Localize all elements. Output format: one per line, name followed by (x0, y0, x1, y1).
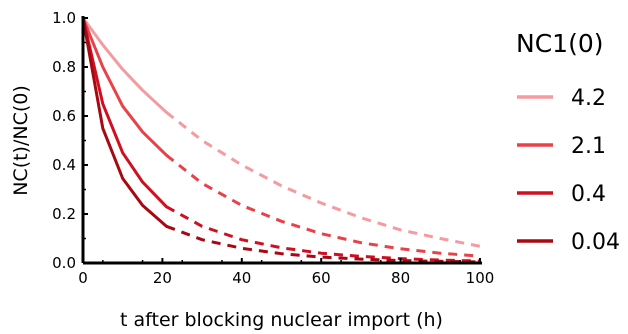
series-line-dashed (165, 205, 481, 263)
series-2-1 (81, 16, 481, 258)
x-tick-label: 80 (391, 269, 410, 287)
legend-item: 2.1 (517, 134, 606, 159)
x-tick-label: 0 (78, 269, 88, 287)
legend-item: 4.2 (517, 86, 606, 111)
series-0-4 (81, 16, 481, 263)
y-tick-label: 0.2 (52, 205, 76, 223)
legend-items: 4.2 2.1 0.4 0.04 (517, 86, 620, 255)
legend: NC1(0) 4.2 2.1 0.4 0.04 (516, 29, 620, 255)
legend-label: 0.4 (571, 182, 606, 207)
legend-label: 0.04 (571, 230, 620, 255)
x-tick-label: 40 (232, 269, 251, 287)
legend-label: 2.1 (571, 134, 606, 159)
series-line-solid (81, 16, 168, 114)
series-layer (81, 16, 481, 264)
x-tick-label: 60 (312, 269, 331, 287)
y-tick-label: 0.6 (52, 107, 76, 125)
axes-layer (81, 16, 482, 265)
x-tick-label: 20 (153, 269, 172, 287)
legend-item: 0.04 (517, 230, 620, 255)
y-tick-label: 0.8 (52, 58, 76, 76)
series-line-dashed (165, 111, 481, 248)
series-line-dashed (165, 224, 481, 264)
ticks-layer: 0 20 40 60 80 100 0.0 0.2 0.4 0.6 0.8 1.0 (52, 9, 494, 287)
legend-title: NC1(0) (516, 29, 603, 58)
series-line-solid (81, 16, 168, 209)
series-0-04 (81, 16, 481, 264)
y-tick-label: 0.4 (52, 156, 76, 174)
legend-item: 0.4 (517, 182, 606, 207)
x-tick-label: 100 (466, 269, 495, 287)
series-line-solid (81, 16, 168, 228)
y-axis-title: NC(t)/NC(0) (10, 85, 32, 196)
series-4-2 (81, 16, 481, 248)
x-axis-title: t after blocking nuclear import (h) (120, 309, 443, 331)
y-tick-label: 1.0 (52, 9, 76, 27)
legend-label: 4.2 (571, 86, 606, 111)
y-tick-label: 0.0 (52, 254, 76, 272)
series-line-solid (81, 16, 168, 157)
